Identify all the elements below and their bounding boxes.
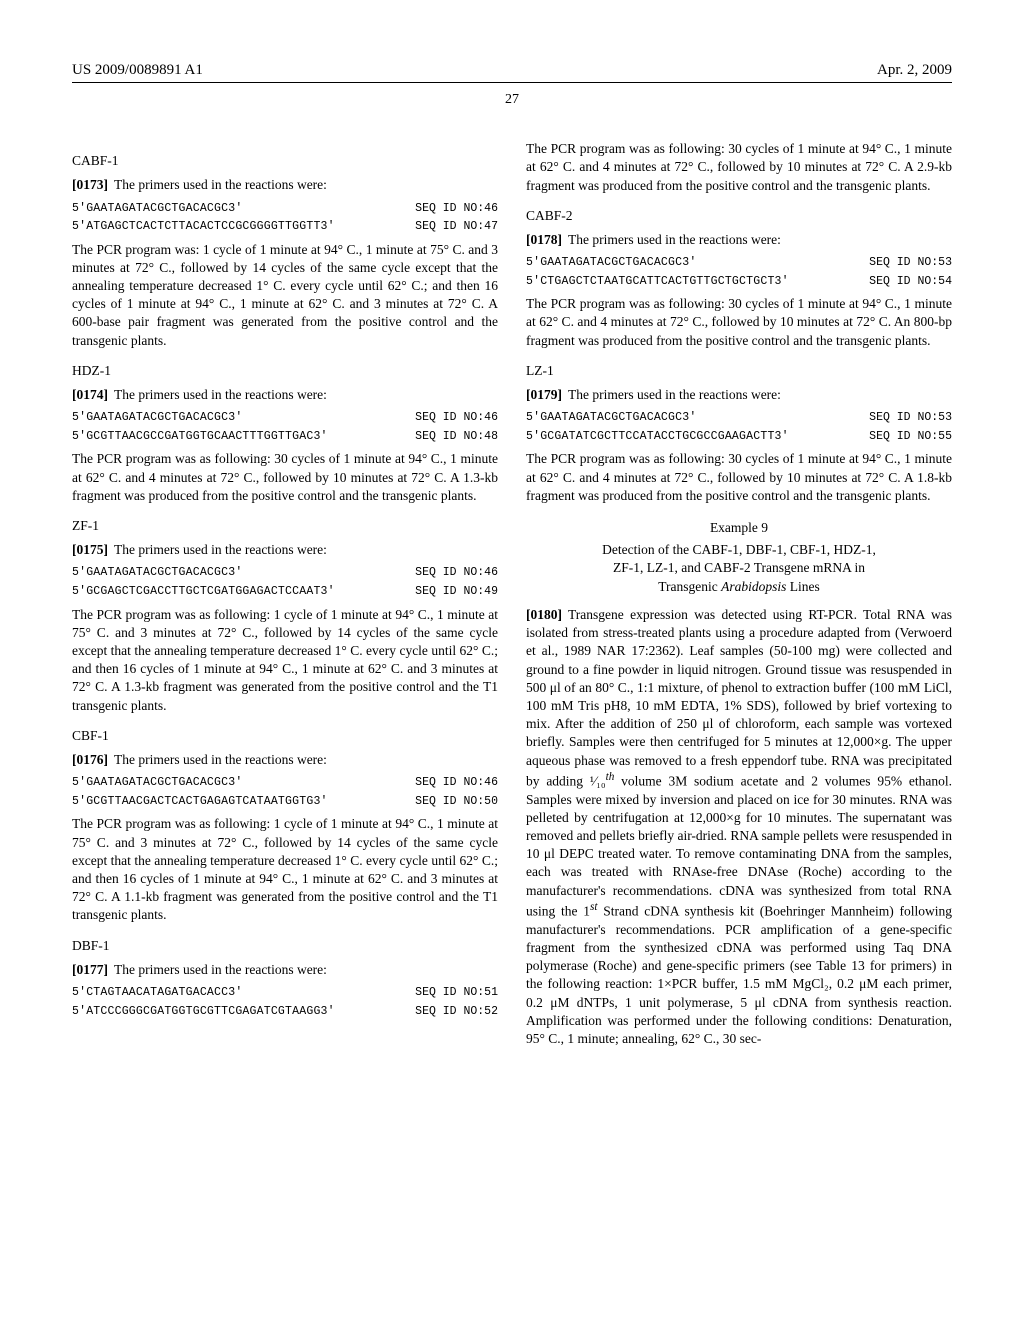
primer-seq: 5'CTAGTAACATAGATGACACC3' <box>72 985 242 1001</box>
para-num-0178: [0178] <box>526 232 562 247</box>
primer-seq: 5'GAATAGATACGCTGACACGC3' <box>72 775 242 791</box>
primer-seq: 5'GCGTTAACGACTCACTGAGAGTCATAATGGTG3' <box>72 794 328 810</box>
para-num-0180: [0180] <box>526 607 562 622</box>
example9-head: Example 9 <box>526 519 952 537</box>
para-text-0174: The primers used in the reactions were: <box>114 387 327 402</box>
para-0173: [0173] The primers used in the reactions … <box>72 176 498 194</box>
primer-seq: 5'CTGAGCTCTAATGCATTCACTGTTGCTGCTGCT3' <box>526 274 789 290</box>
primer-seq: 5'GAATAGATACGCTGACACGC3' <box>526 255 696 271</box>
primer-seq: 5'GAATAGATACGCTGACACGC3' <box>72 201 242 217</box>
section-lz1-head: LZ-1 <box>526 362 952 380</box>
seq-id: SEQ ID NO:53 <box>869 255 952 271</box>
para-0174: [0174] The primers used in the reactions … <box>72 386 498 404</box>
seq-row: 5'GAATAGATACGCTGACACGC3' SEQ ID NO:46 <box>72 410 498 426</box>
para-0176: [0176] The primers used in the reactions … <box>72 751 498 769</box>
para-num-0176: [0176] <box>72 752 108 767</box>
ex9-title-l3a: Transgenic <box>658 579 721 594</box>
para-num-0173: [0173] <box>72 177 108 192</box>
ex9-title-l1: Detection of the CABF-1, DBF-1, CBF-1, H… <box>602 542 876 557</box>
seq-row: 5'CTGAGCTCTAATGCATTCACTGTTGCTGCTGCT3' SE… <box>526 274 952 290</box>
first-sup: st <box>590 901 598 913</box>
hdz1-desc: The PCR program was as following: 30 cyc… <box>72 450 498 505</box>
seq-id: SEQ ID NO:46 <box>415 410 498 426</box>
section-cabf1-head: CABF-1 <box>72 152 498 170</box>
section-cabf2-head: CABF-2 <box>526 207 952 225</box>
primer-seq: 5'GCGATATCGCTTCCATACCTGCGCCGAAGACTT3' <box>526 429 789 445</box>
seq-row: 5'GAATAGATACGCTGACACGC3' SEQ ID NO:46 <box>72 565 498 581</box>
section-cbf1-head: CBF-1 <box>72 727 498 745</box>
seq-id: SEQ ID NO:47 <box>415 219 498 235</box>
para-0177: [0177] The primers used in the reactions … <box>72 961 498 979</box>
publication-number: US 2009/0089891 A1 <box>72 60 203 80</box>
zf1-desc: The PCR program was as following: 1 cycl… <box>72 606 498 715</box>
para-0179: [0179] The primers used in the reactions … <box>526 386 952 404</box>
para-0178: [0178] The primers used in the reactions … <box>526 231 952 249</box>
cabf1-desc: The PCR program was: 1 cycle of 1 minute… <box>72 241 498 350</box>
ex9-title-l3b: Arabidopsis <box>721 579 786 594</box>
dbf1-desc-cont: The PCR program was as following: 30 cyc… <box>526 140 952 195</box>
seq-row: 5'GAATAGATACGCTGACACGC3' SEQ ID NO:53 <box>526 255 952 271</box>
seq-row: 5'GCGATATCGCTTCCATACCTGCGCCGAAGACTT3' SE… <box>526 429 952 445</box>
ex9-body-c: Strand cDNA synthesis kit (Boehringer Ma… <box>526 903 952 1046</box>
seq-id: SEQ ID NO:55 <box>869 429 952 445</box>
seq-row: 5'ATGAGCTCACTCTTACACTCCGCGGGGTTGGTT3' SE… <box>72 219 498 235</box>
para-0180: [0180]Transgene expression was detected … <box>526 606 952 1048</box>
page-number: 27 <box>72 91 952 110</box>
seq-row: 5'GAATAGATACGCTGACACGC3' SEQ ID NO:46 <box>72 775 498 791</box>
page-header: US 2009/0089891 A1 Apr. 2, 2009 <box>72 60 952 83</box>
para-num-0175: [0175] <box>72 542 108 557</box>
seq-id: SEQ ID NO:53 <box>869 410 952 426</box>
primer-seq: 5'ATCCCGGGCGATGGTGCGTTCGAGATCGTAAGG3' <box>72 1004 335 1020</box>
para-text-0179: The primers used in the reactions were: <box>568 387 781 402</box>
seq-row: 5'GCGAGCTCGACCTTGCTCGATGGAGACTCCAAT3' SE… <box>72 584 498 600</box>
seq-id: SEQ ID NO:54 <box>869 274 952 290</box>
cbf1-desc: The PCR program was as following: 1 cycl… <box>72 815 498 924</box>
primer-seq: 5'GAATAGATACGCTGACACGC3' <box>526 410 696 426</box>
primer-seq: 5'GCGAGCTCGACCTTGCTCGATGGAGACTCCAAT3' <box>72 584 335 600</box>
ex9-body-b: volume 3M sodium acetate and 2 volumes 9… <box>526 773 952 918</box>
para-text-0175: The primers used in the reactions were: <box>114 542 327 557</box>
ex9-title-l3c: Lines <box>786 579 819 594</box>
seq-row: 5'ATCCCGGGCGATGGTGCGTTCGAGATCGTAAGG3' SE… <box>72 1004 498 1020</box>
seq-id: SEQ ID NO:50 <box>415 794 498 810</box>
para-text-0178: The primers used in the reactions were: <box>568 232 781 247</box>
ex9-title-l2: ZF-1, LZ-1, and CABF-2 Transgene mRNA in <box>613 560 865 575</box>
section-hdz1-head: HDZ-1 <box>72 362 498 380</box>
section-dbf1-head: DBF-1 <box>72 937 498 955</box>
lz1-desc: The PCR program was as following: 30 cyc… <box>526 450 952 505</box>
primer-seq: 5'GAATAGATACGCTGACACGC3' <box>72 410 242 426</box>
example9-title: Detection of the CABF-1, DBF-1, CBF-1, H… <box>526 541 952 596</box>
primer-seq: 5'GCGTTAACGCCGATGGTGCAACTTTGGTTGAC3' <box>72 429 328 445</box>
seq-row: 5'GAATAGATACGCTGACACGC3' SEQ ID NO:46 <box>72 201 498 217</box>
seq-id: SEQ ID NO:52 <box>415 1004 498 1020</box>
seq-row: 5'CTAGTAACATAGATGACACC3' SEQ ID NO:51 <box>72 985 498 1001</box>
para-num-0177: [0177] <box>72 962 108 977</box>
seq-id: SEQ ID NO:46 <box>415 565 498 581</box>
ex9-body-a: Transgene expression was detected using … <box>526 607 952 788</box>
seq-row: 5'GCGTTAACGACTCACTGAGAGTCATAATGGTG3' SEQ… <box>72 794 498 810</box>
publication-date: Apr. 2, 2009 <box>877 60 952 80</box>
primer-seq: 5'GAATAGATACGCTGACACGC3' <box>72 565 242 581</box>
seq-row: 5'GAATAGATACGCTGACACGC3' SEQ ID NO:53 <box>526 410 952 426</box>
para-text-0176: The primers used in the reactions were: <box>114 752 327 767</box>
para-num-0174: [0174] <box>72 387 108 402</box>
seq-row: 5'GCGTTAACGCCGATGGTGCAACTTTGGTTGAC3' SEQ… <box>72 429 498 445</box>
para-num-0179: [0179] <box>526 387 562 402</box>
cabf2-desc: The PCR program was as following: 30 cyc… <box>526 295 952 350</box>
seq-id: SEQ ID NO:46 <box>415 775 498 791</box>
primer-seq: 5'ATGAGCTCACTCTTACACTCCGCGGGGTTGGTT3' <box>72 219 335 235</box>
seq-id: SEQ ID NO:51 <box>415 985 498 1001</box>
para-0175: [0175] The primers used in the reactions … <box>72 541 498 559</box>
seq-id: SEQ ID NO:48 <box>415 429 498 445</box>
section-zf1-head: ZF-1 <box>72 517 498 535</box>
seq-id: SEQ ID NO:46 <box>415 201 498 217</box>
para-text-0177: The primers used in the reactions were: <box>114 962 327 977</box>
seq-id: SEQ ID NO:49 <box>415 584 498 600</box>
content-columns: CABF-1 [0173] The primers used in the rea… <box>72 140 952 1048</box>
para-text-0173: The primers used in the reactions were: <box>114 177 327 192</box>
